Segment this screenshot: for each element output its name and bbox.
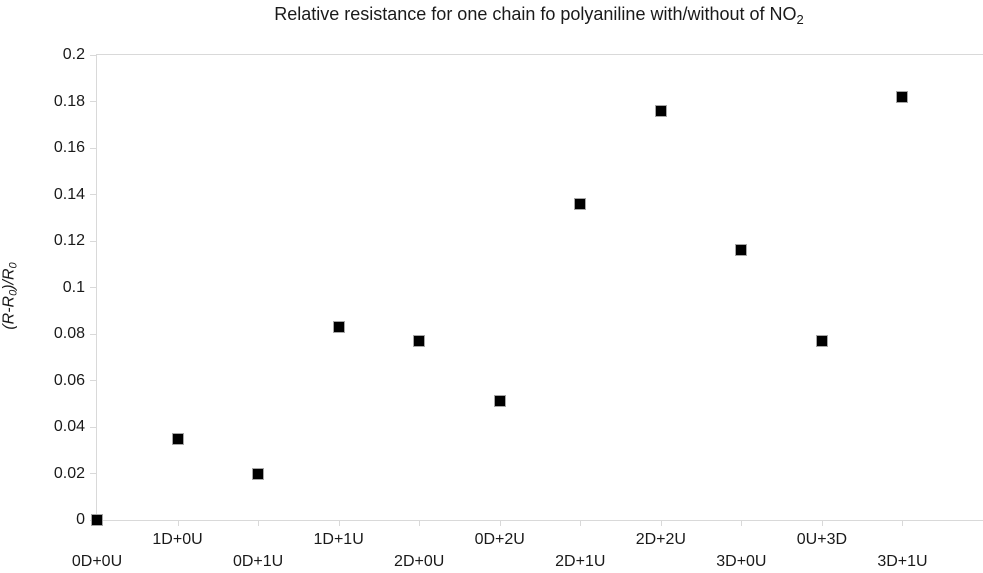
y-tick-mark bbox=[90, 54, 96, 56]
x-tick-label: 0D+0U bbox=[71, 553, 123, 570]
y-axis-label-segment: 0 bbox=[7, 262, 20, 269]
y-tick-label: 0 bbox=[76, 511, 85, 528]
chart-title-subscript: 2 bbox=[796, 12, 804, 27]
x-tick-mark bbox=[258, 521, 260, 526]
x-tick-label: 3D+0U bbox=[716, 553, 767, 570]
x-tick-label: 0U+3D bbox=[796, 531, 848, 548]
y-tick-label: 0.2 bbox=[62, 46, 85, 63]
y-tick-label: 0.14 bbox=[53, 185, 85, 203]
x-tick-mark bbox=[338, 521, 340, 526]
x-tick-label: 2D+2U bbox=[635, 531, 686, 548]
chart-title-text: Relative resistance for one chain fo pol… bbox=[274, 4, 797, 24]
x-tick-mark bbox=[902, 521, 904, 526]
y-tick-label: 0.12 bbox=[53, 232, 85, 249]
y-tick-label: 0.06 bbox=[53, 371, 85, 389]
y-tick-mark bbox=[90, 240, 96, 242]
y-tick-mark bbox=[90, 194, 96, 195]
y-tick-label: 0.1 bbox=[62, 278, 85, 296]
x-tick-label: 0D+1U bbox=[232, 553, 284, 570]
x-tick-label: 0D+2U bbox=[474, 531, 525, 548]
y-tick-label: 0.04 bbox=[53, 418, 85, 435]
y-tick-mark bbox=[90, 101, 96, 102]
y-tick-mark bbox=[90, 473, 96, 474]
y-tick-mark bbox=[90, 426, 96, 428]
y-tick-mark bbox=[90, 333, 96, 335]
x-tick-label: 2D+0U bbox=[394, 553, 445, 570]
x-tick-mark bbox=[177, 521, 179, 526]
data-point bbox=[91, 514, 103, 526]
x-tick-mark bbox=[741, 521, 743, 526]
x-tick-mark bbox=[499, 521, 501, 526]
data-point bbox=[493, 395, 506, 408]
x-tick-mark bbox=[419, 521, 421, 526]
x-tick-label: 3D+1U bbox=[877, 553, 928, 570]
y-tick-label: 0.02 bbox=[53, 464, 85, 482]
data-point bbox=[654, 104, 667, 117]
data-point bbox=[171, 432, 184, 445]
x-tick-label: 1D+1U bbox=[313, 531, 364, 548]
x-tick-mark bbox=[821, 521, 823, 526]
data-point bbox=[815, 334, 828, 347]
x-tick-label: 2D+1U bbox=[555, 553, 606, 570]
y-tick-label: 0.16 bbox=[53, 139, 85, 156]
chart-title: Relative resistance for one chain fo pol… bbox=[96, 4, 982, 27]
y-tick-label: 0.08 bbox=[53, 325, 85, 342]
data-point bbox=[574, 197, 587, 210]
x-tick-mark bbox=[580, 521, 582, 526]
data-point bbox=[413, 334, 426, 347]
data-point bbox=[896, 90, 909, 103]
y-tick-mark bbox=[90, 287, 96, 288]
y-tick-mark bbox=[90, 380, 96, 381]
data-point bbox=[332, 321, 345, 334]
data-point bbox=[735, 244, 748, 257]
y-tick-mark bbox=[90, 147, 96, 149]
y-tick-label: 0.18 bbox=[53, 92, 85, 110]
x-tick-label: 1D+0U bbox=[152, 531, 203, 548]
plot-area: 0 0.02 0.04 0.06 0.08 0.1 0.12 0.14 0.16 0.18 0.2 0… bbox=[54, 46, 983, 570]
data-point bbox=[252, 467, 265, 480]
x-tick-mark bbox=[660, 521, 662, 526]
